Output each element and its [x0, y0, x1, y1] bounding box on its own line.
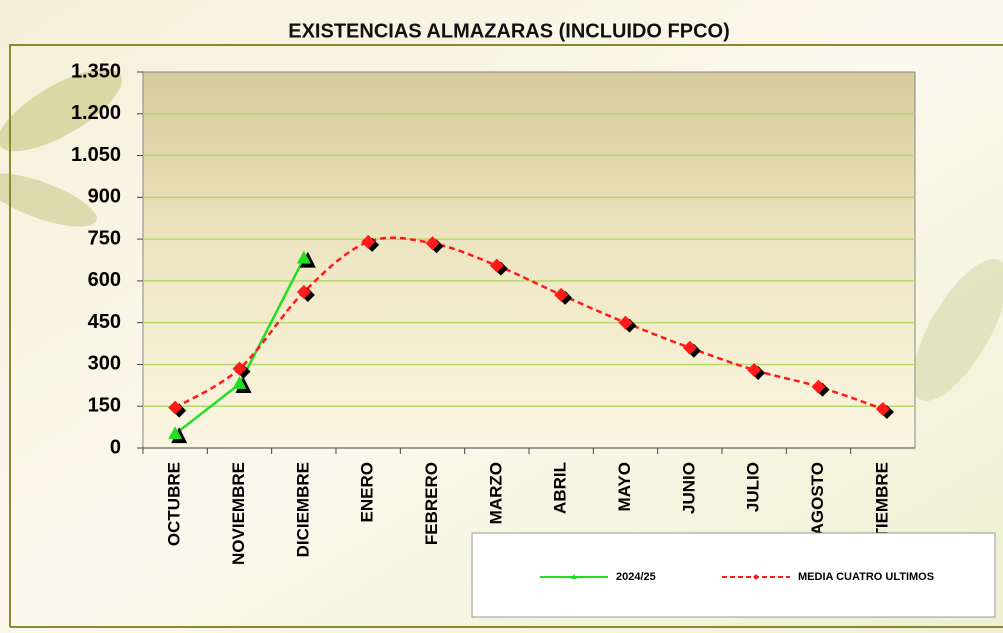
x-tick-label: MARZO	[486, 462, 505, 524]
point	[618, 315, 633, 330]
x-tick-label: AGOSTO	[808, 462, 827, 535]
y-tick-label: 1.050	[71, 144, 121, 166]
chart-title: EXISTENCIAS ALMAZARAS (INCLUIDO FPCO)	[288, 20, 729, 42]
point	[232, 375, 247, 389]
x-tick-label: JUNIO	[679, 462, 698, 514]
point	[682, 340, 697, 355]
y-tick-label: 1.350	[71, 60, 121, 82]
point	[554, 287, 569, 302]
legend-label: MEDIA CUATRO ULTIMOS	[798, 571, 934, 583]
y-tick-label: 450	[88, 311, 121, 333]
point	[489, 258, 504, 273]
x-tick-label: JULIO	[744, 462, 763, 512]
frame	[9, 44, 1003, 627]
point	[168, 400, 183, 415]
x-tick-label: NOVIEMBRE	[229, 462, 248, 565]
legend-label: 2024/25	[616, 571, 656, 583]
leaf-decoration	[912, 259, 1003, 401]
x-tick-label: ENERO	[358, 462, 377, 522]
x-tick-label: ABRIL	[551, 462, 570, 514]
point	[296, 250, 311, 264]
y-tick-label: 750	[88, 227, 121, 249]
point	[747, 363, 762, 378]
point	[168, 426, 183, 440]
x-tick-label: MAYO	[615, 462, 634, 511]
leaf-decoration	[0, 173, 97, 227]
point	[296, 285, 311, 300]
x-tick-label: OCTUBRE	[165, 462, 184, 546]
point	[361, 234, 376, 249]
legend	[471, 532, 996, 618]
y-tick-label: 900	[88, 186, 121, 208]
point	[425, 236, 440, 251]
y-tick-label: 1.200	[71, 102, 121, 124]
x-tick-label: DICIEMBRE	[293, 462, 312, 557]
y-tick-label: 150	[88, 395, 121, 417]
point	[232, 361, 247, 376]
y-tick-label: 600	[88, 269, 121, 291]
legend-marker	[753, 574, 759, 580]
leaf-decoration	[0, 68, 122, 152]
y-tick-label: 300	[88, 353, 121, 375]
y-tick-label: 0	[110, 436, 121, 458]
x-tick-label: FEBRERO	[422, 462, 441, 545]
point	[875, 402, 890, 417]
plot-area	[142, 71, 916, 449]
point	[811, 379, 826, 394]
legend-marker	[571, 574, 577, 579]
